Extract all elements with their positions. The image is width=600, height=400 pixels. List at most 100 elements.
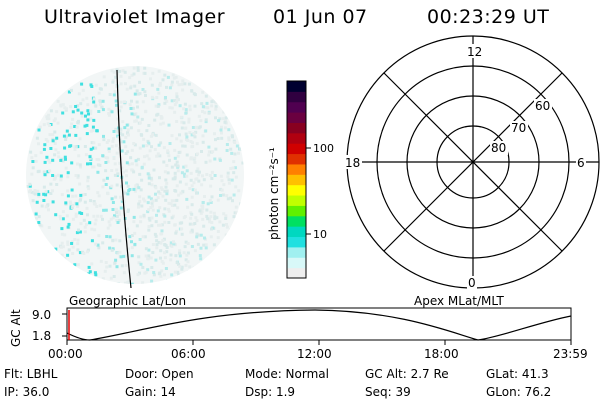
speckle: [173, 148, 177, 152]
speckle: [139, 220, 143, 224]
speckle: [159, 256, 162, 260]
speckle: [130, 234, 134, 237]
mlt-label-12: 12: [467, 45, 482, 59]
speckle: [126, 192, 130, 196]
speckle: [137, 202, 141, 206]
speckle: [79, 165, 82, 169]
speckle: [108, 223, 112, 227]
speckle: [167, 221, 171, 224]
speckle: [205, 173, 209, 176]
speckle: [158, 192, 162, 195]
speckle: [168, 142, 172, 145]
speckle: [116, 129, 120, 133]
speckle: [83, 145, 87, 148]
speckle: [151, 251, 155, 254]
speckle: [101, 185, 105, 189]
speckle: [146, 210, 150, 214]
speckle: [237, 189, 241, 193]
speckle: [154, 104, 158, 108]
speckle: [135, 224, 139, 228]
speckle: [219, 128, 223, 132]
speckle: [53, 174, 57, 178]
speckle: [107, 139, 111, 143]
altitude-axis-label: GC Alt: [9, 309, 23, 347]
speckle: [198, 170, 201, 174]
speckle: [96, 214, 100, 218]
speckle: [98, 204, 102, 208]
speckle: [221, 223, 225, 227]
alt-xtick-label-0: 00:00: [48, 347, 83, 361]
speckle: [53, 153, 57, 157]
speckle: [227, 128, 231, 132]
speckle: [104, 161, 108, 164]
observation-time: 00:23:29 UT: [427, 6, 550, 28]
speckle: [166, 149, 170, 153]
speckle: [124, 169, 128, 173]
speckle: [130, 73, 134, 77]
speckle: [197, 173, 201, 177]
speckle: [173, 177, 177, 181]
speckle: [199, 233, 203, 237]
speckle: [147, 141, 151, 145]
speckle: [115, 173, 119, 177]
speckle: [127, 133, 130, 137]
speckle: [225, 194, 229, 198]
speckle: [219, 174, 223, 178]
speckle: [74, 105, 78, 108]
speckle: [133, 143, 137, 147]
speckle: [113, 90, 117, 93]
speckle: [173, 199, 177, 203]
speckle: [183, 82, 187, 86]
speckle: [198, 125, 202, 129]
speckle: [183, 245, 187, 249]
speckle: [182, 121, 186, 125]
speckle: [167, 201, 171, 205]
speckle: [185, 174, 189, 178]
speckle: [216, 230, 220, 233]
speckle: [175, 198, 179, 202]
speckle: [227, 138, 231, 142]
speckle: [54, 247, 58, 251]
speckle: [76, 238, 80, 242]
speckle: [164, 96, 167, 99]
speckle: [208, 255, 212, 259]
speckle: [76, 174, 80, 178]
speckle: [59, 174, 63, 178]
speckle: [97, 194, 101, 198]
speckle: [210, 177, 214, 180]
colorbar-segment: [287, 215, 306, 227]
speckle: [130, 254, 134, 258]
speckle: [204, 243, 208, 247]
speckle: [95, 129, 99, 133]
speckle: [136, 115, 140, 119]
speckle: [94, 273, 98, 277]
speckle: [140, 133, 144, 137]
speckle: [229, 196, 232, 200]
speckle: [68, 144, 72, 148]
speckle: [152, 273, 156, 277]
speckle: [130, 148, 134, 152]
speckle: [49, 147, 53, 150]
speckle: [87, 112, 90, 116]
speckle: [138, 238, 142, 241]
speckle: [232, 160, 236, 164]
speckle: [150, 279, 154, 283]
speckle: [92, 97, 96, 101]
speckle: [44, 189, 48, 193]
speckle: [76, 162, 79, 166]
speckle: [42, 199, 46, 202]
speckle: [63, 146, 67, 150]
speckle: [61, 103, 65, 107]
speckle: [132, 72, 136, 76]
alt-xtick-label-18: 18:00: [424, 347, 459, 361]
speckle: [136, 92, 140, 96]
speckle: [92, 141, 96, 145]
speckle: [66, 243, 70, 246]
speckle: [195, 142, 199, 146]
speckle: [37, 215, 41, 219]
speckle: [174, 231, 178, 235]
speckle: [159, 241, 163, 245]
speckle: [178, 264, 182, 268]
speckle: [168, 106, 172, 110]
speckle: [135, 100, 139, 104]
